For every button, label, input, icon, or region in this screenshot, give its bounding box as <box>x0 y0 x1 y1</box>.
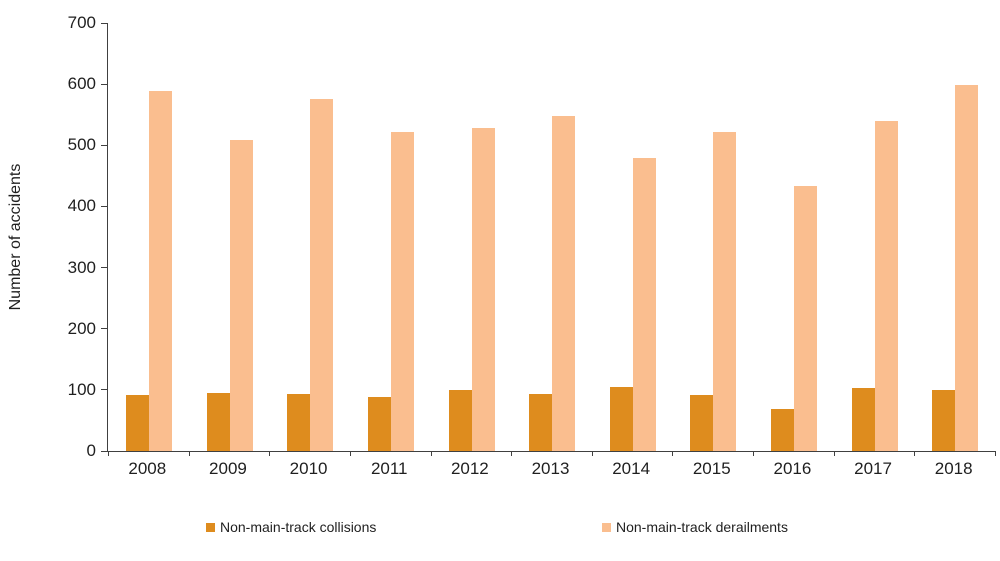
y-tick-label: 0 <box>86 441 96 460</box>
legend-item-collisions: Non-main-track collisions <box>206 519 376 535</box>
bar-collisions-2015 <box>690 394 714 451</box>
x-tick-label: 2018 <box>934 459 973 478</box>
x-axis-tick <box>108 451 109 456</box>
bar-collisions-2009 <box>206 392 230 451</box>
x-axis-tick <box>995 451 996 456</box>
bar-derailments-2018 <box>955 84 979 451</box>
x-axis-tick <box>188 451 190 456</box>
bar-collisions-2011 <box>367 396 391 451</box>
plot-area <box>101 22 996 456</box>
y-tick-label: 500 <box>67 135 96 155</box>
x-axis-tick <box>591 451 593 456</box>
x-axis-tick <box>753 451 755 456</box>
bar-derailments-2011 <box>390 131 414 451</box>
y-axis-tick <box>101 22 107 24</box>
bar-derailments-2009 <box>229 139 253 451</box>
bar-collisions-2017 <box>851 388 875 451</box>
y-axis-tick <box>101 328 107 330</box>
y-tick-label: 400 <box>67 196 96 216</box>
bar-derailments-2014 <box>632 157 656 451</box>
x-tick-label: 2013 <box>531 459 570 478</box>
bar-collisions-2008 <box>126 394 149 451</box>
bar-collisions-2013 <box>529 394 553 451</box>
legend: Non-main-track collisions Non-main-track… <box>0 519 1000 539</box>
derailments-swatch <box>602 522 611 532</box>
x-axis-tick <box>349 451 351 456</box>
legend-label-derailments: Non-main-track derailments <box>616 519 788 535</box>
x-tick-label: 2009 <box>209 459 247 478</box>
x-axis-tick <box>269 451 271 456</box>
x-axis-tick <box>672 451 674 456</box>
x-axis-tick <box>511 451 513 456</box>
bar-collisions-2018 <box>932 389 956 451</box>
x-tick-label: 2011 <box>370 459 408 478</box>
x-axis-tick <box>430 451 432 456</box>
x-tick-label: 2010 <box>289 459 328 478</box>
y-axis-tick <box>101 267 107 269</box>
x-tick-label: 2014 <box>612 459 651 478</box>
x-axis-tick <box>914 451 916 456</box>
x-tick-label: 2008 <box>128 459 167 478</box>
x-tick-label: 2017 <box>854 459 892 478</box>
y-tick-label: 300 <box>67 257 96 277</box>
x-axis-tick <box>833 451 835 456</box>
legend-item-derailments: Non-main-track derailments <box>602 519 788 535</box>
bar-collisions-2010 <box>287 394 311 451</box>
bar-derailments-2013 <box>552 115 576 451</box>
bars-layer <box>108 23 995 451</box>
y-tick-label: 100 <box>67 379 96 399</box>
bar-derailments-2008 <box>149 91 172 451</box>
bar-derailments-2017 <box>874 120 898 451</box>
y-axis-tick <box>101 389 107 391</box>
bar-derailments-2012 <box>471 127 495 451</box>
x-tick-label: 2016 <box>773 459 812 478</box>
y-axis-tick <box>101 83 107 85</box>
collisions-swatch <box>206 522 215 532</box>
x-axis-tick-labels: 2008 2009 2010 2011 2012 2013 2014 2015 2016 2017… <box>107 459 994 479</box>
legend-label-collisions: Non-main-track collisions <box>220 519 377 535</box>
y-tick-label: 600 <box>67 74 96 94</box>
bar-collisions-2012 <box>448 389 472 451</box>
x-tick-label: 2015 <box>692 459 731 478</box>
y-tick-label: 700 <box>67 13 96 32</box>
bar-derailments-2016 <box>794 185 818 451</box>
y-axis-tick <box>101 144 107 146</box>
y-tick-label: 200 <box>67 318 96 338</box>
y-axis-tick <box>101 450 107 452</box>
x-tick-label: 2012 <box>450 459 489 478</box>
bar-collisions-2014 <box>609 386 633 451</box>
bar-derailments-2010 <box>310 99 334 451</box>
bar-derailments-2015 <box>713 131 737 451</box>
y-axis-tick <box>101 205 107 207</box>
bar-collisions-2016 <box>771 408 795 451</box>
y-axis-tick-labels: 0 100 200 300 400 500 600 700 <box>0 13 96 460</box>
